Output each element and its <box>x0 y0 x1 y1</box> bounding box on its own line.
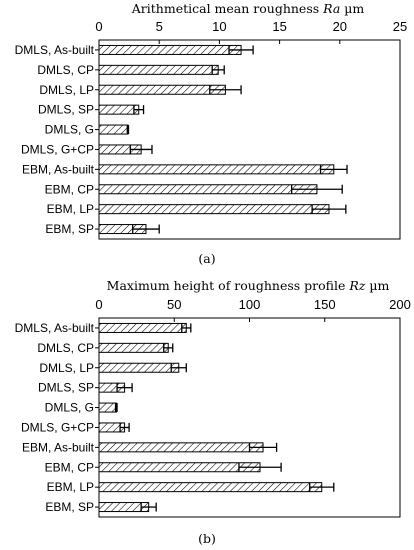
ra-tick-label: 5 <box>156 19 163 34</box>
ra-tick-label: 20 <box>333 19 347 34</box>
ra-category-label: DMLS, LP <box>39 83 94 97</box>
ra-tick-label: 15 <box>272 19 286 34</box>
ra-bar <box>98 84 226 95</box>
ra-bar <box>98 64 219 75</box>
ra-plot-frame <box>98 39 401 240</box>
rz-category-label: DMLS, LP <box>39 361 94 375</box>
ra-chart: Arithmetical mean roughness Ra µm 0 5 10 15… <box>15 1 408 266</box>
rz-bar <box>98 442 264 453</box>
rz-category-label: EBM, LP <box>47 480 94 494</box>
rz-category-label: EBM, SP <box>45 500 94 514</box>
ra-category-label: DMLS, SP <box>38 103 94 117</box>
rz-tick-label: 100 <box>239 297 261 312</box>
ra-bar <box>98 44 242 55</box>
rz-bar <box>98 362 180 373</box>
rz-bar <box>98 462 261 473</box>
ra-bar <box>98 204 330 215</box>
rz-bar <box>98 482 323 493</box>
rz-bar <box>98 342 169 353</box>
ra-bar <box>98 104 140 115</box>
rz-category-label: DMLS, G+CP <box>21 420 94 434</box>
ra-bar <box>98 164 335 175</box>
ra-category-label: DMLS, As-built <box>15 43 95 57</box>
ra-chart-sublabel: (a) <box>198 251 215 266</box>
ra-chart-title: Arithmetical mean roughness Ra µm <box>131 1 365 16</box>
ra-category-label: EBM, SP <box>45 222 94 236</box>
ra-bar <box>98 184 318 195</box>
ra-category-label: DMLS, G <box>45 123 94 137</box>
ra-category-label: DMLS, CP <box>37 63 94 77</box>
rz-tick-label: 150 <box>314 297 336 312</box>
rz-tick-label: 200 <box>389 297 411 312</box>
rz-tick-label: 0 <box>95 297 102 312</box>
ra-bar <box>98 124 129 135</box>
rz-tick-label: 50 <box>167 297 181 312</box>
rz-category-label: DMLS, As-built <box>15 321 95 335</box>
rz-category-label: EBM, CP <box>45 460 94 474</box>
rz-chart-sublabel: (b) <box>198 531 216 546</box>
rz-chart: Maximum height of roughness profile Rz µ… <box>15 278 411 546</box>
rz-bar <box>98 402 117 413</box>
rz-plot-frame <box>98 317 401 518</box>
rz-category-label: EBM, As-built <box>22 440 95 454</box>
rz-category-label: DMLS, CP <box>37 341 94 355</box>
ra-tick-label: 0 <box>95 19 102 34</box>
rz-bar <box>98 322 187 333</box>
rz-category-label: DMLS, SP <box>38 381 94 395</box>
ra-tick-label: 10 <box>212 19 226 34</box>
ra-category-label: DMLS, G+CP <box>21 142 94 156</box>
ra-category-label: EBM, CP <box>45 182 94 196</box>
ra-tick-label: 25 <box>393 19 407 34</box>
ra-category-label: EBM, LP <box>47 202 94 216</box>
rz-chart-title: Maximum height of roughness profile Rz µ… <box>107 278 390 293</box>
ra-category-label: EBM, As-built <box>22 162 95 176</box>
rz-category-label: DMLS, G <box>45 401 94 415</box>
